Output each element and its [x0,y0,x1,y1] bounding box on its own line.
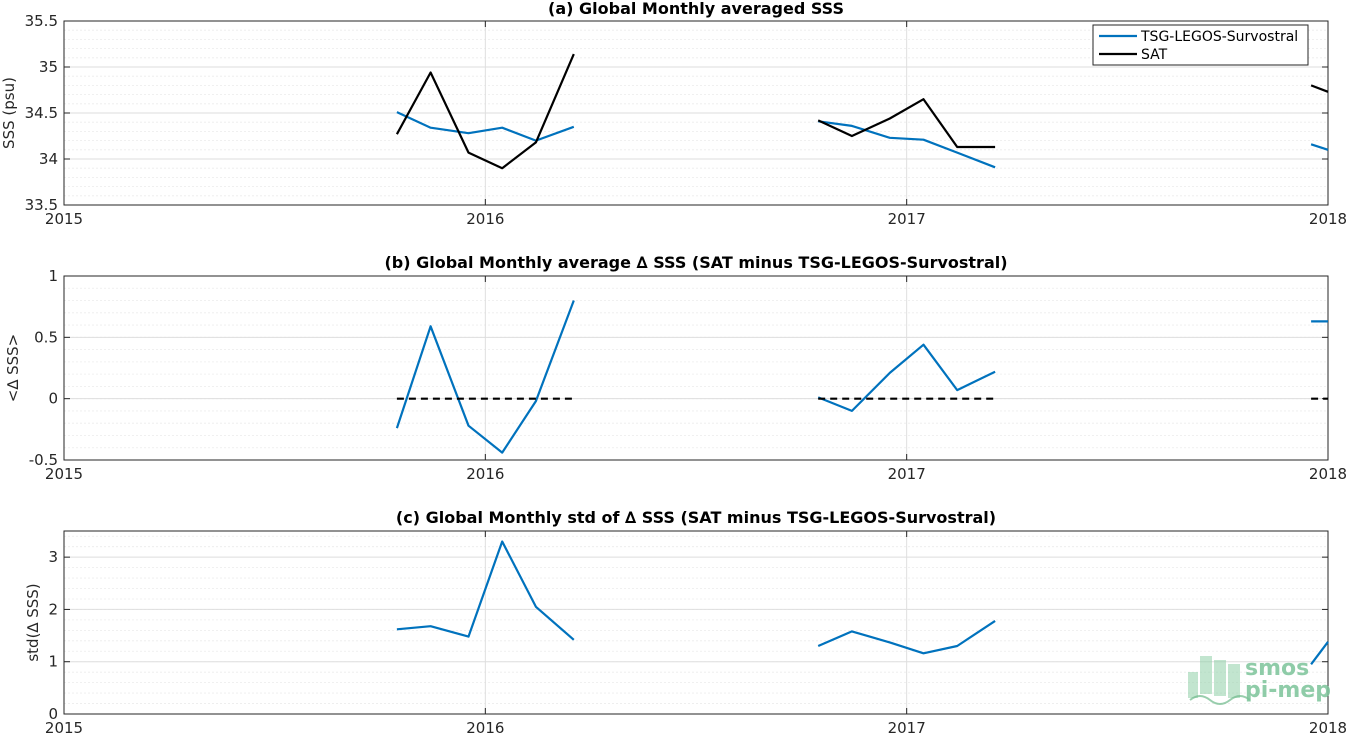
panel-b: 2015 2016 2017 2018 -0.5 0 0.5 1 (b) Global Mont… [4,253,1347,483]
tsg-legos-survostral-line [818,120,996,169]
chart-title: (c) Global Monthly std of ∆ SSS (SAT min… [396,508,996,527]
series-0-line [817,619,996,655]
x-tick-label: 2016 [466,719,504,736]
x-tick-label: 2015 [45,719,83,736]
y-tick-label: 1 [48,653,58,671]
legend-label: TSG-LEGOS-Survostral [1140,29,1298,45]
y-tick-label: 35.5 [25,12,58,30]
series-0-line [817,343,996,412]
legend-label: SAT [1141,47,1168,63]
y-tick-label: 0 [48,705,58,723]
logo-graphic [1214,660,1226,696]
y-tick-label: 1 [48,267,58,285]
y-tick-label: 2 [48,600,58,618]
x-tick-label: 2018 [1309,719,1347,736]
series-0-line [395,300,575,454]
sat-line [1310,84,1329,93]
logo-graphic [1200,656,1212,694]
logo-text-line2: pi-mep [1245,678,1331,703]
sat-line [817,98,996,149]
x-tick-label: 2015 [45,210,83,228]
y-axis-label: <∆ SSS> [4,334,22,403]
series-0-line [396,540,575,641]
x-tick-label: 2018 [1309,210,1347,228]
panel-c: 2015 2016 2017 2018 0 1 2 3 (c) Global Monthly s… [24,508,1347,736]
chart-title: (b) Global Monthly average ∆ SSS (SAT mi… [384,253,1007,272]
sat-line [395,53,575,170]
y-tick-label: 33.5 [25,196,58,214]
x-tick-label: 2017 [888,719,926,736]
x-tick-label: 2017 [888,465,926,483]
series-0-line [1310,641,1329,665]
chart-title: (a) Global Monthly averaged SSS [548,0,844,18]
logo-graphic [1228,664,1240,698]
logo-text-line1: smos [1245,656,1309,681]
tsg-legos-survostral-line [396,111,575,142]
y-tick-label: 3 [48,548,58,566]
x-tick-label: 2017 [888,210,926,228]
y-tick-label: -0.5 [29,451,58,469]
logo-wave [1189,695,1251,705]
x-tick-label: 2016 [466,210,504,228]
x-tick-label: 2016 [466,465,504,483]
axes-box [63,275,1329,461]
y-axis-label: SSS (psu) [0,77,18,149]
y-tick-label: 34.5 [25,104,58,122]
axes-box [63,530,1329,715]
x-tick-label: 2018 [1309,465,1347,483]
x-tick-label: 2015 [45,465,83,483]
legend-box [1092,24,1309,66]
tsg-legos-survostral-line [1310,143,1329,151]
panel-a: 2015 2016 2017 2018 33.5 34 34.5 35 35.5 (a) Glob… [0,0,1347,228]
y-tick-label: 0.5 [34,328,58,346]
y-tick-label: 0 [48,390,58,408]
y-tick-label: 35 [39,58,58,76]
logo-graphic [1188,672,1198,698]
y-axis-label: std(∆ SSS) [24,583,42,661]
y-tick-label: 34 [39,150,58,168]
legend: TSG-LEGOS-Survostral SAT [1092,24,1309,66]
